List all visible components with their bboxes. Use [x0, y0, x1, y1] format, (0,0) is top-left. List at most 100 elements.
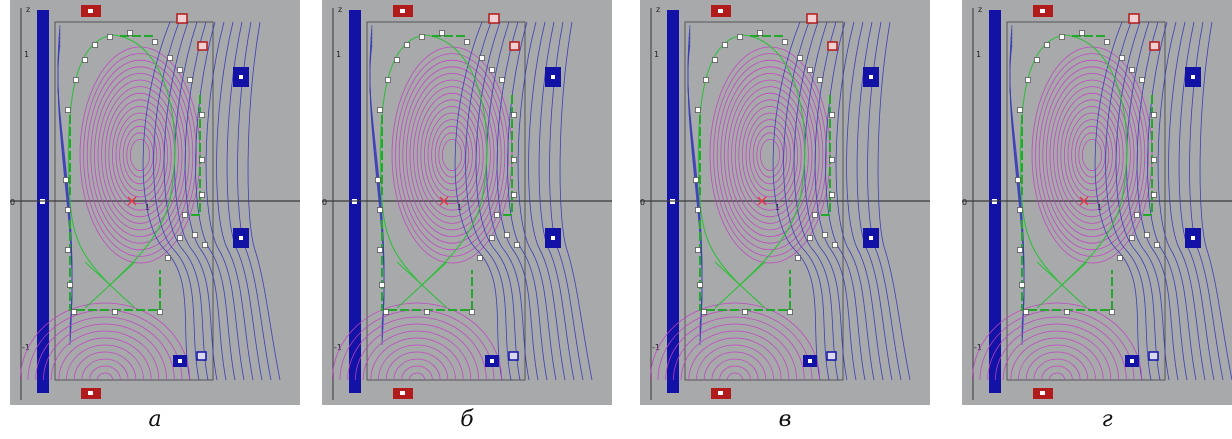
probe-marker: [511, 192, 517, 198]
panel-v: z 0 1 1 -1: [640, 0, 930, 405]
probe-marker: [1044, 42, 1050, 48]
probe-marker: [65, 107, 71, 113]
flux-surface: [402, 66, 502, 244]
coil-marker: [490, 359, 494, 363]
field-line: [205, 21, 245, 381]
r-one-label: 1: [145, 203, 150, 212]
separatrix-leg: [714, 261, 766, 309]
flux-surface: [760, 138, 781, 171]
flux-surface: [1046, 73, 1138, 237]
plot-background: [10, 0, 300, 405]
lower-flux-surface: [987, 316, 1127, 381]
field-line: [846, 21, 884, 381]
coil-marker: [400, 391, 405, 395]
field-line: [559, 21, 593, 381]
probe-marker: [1109, 309, 1115, 315]
flux-surface: [126, 132, 154, 178]
flux-surface: [1071, 119, 1113, 191]
probe-marker: [1019, 282, 1025, 288]
panel-caption: б: [460, 407, 474, 432]
probe-marker: [439, 30, 445, 36]
lower-flux-surface: [719, 365, 751, 381]
probe-marker: [1154, 242, 1160, 248]
panel-b: z 0 1 1 -1: [322, 0, 612, 405]
lower-flux-surface: [355, 323, 479, 381]
probe-marker: [112, 309, 118, 315]
lower-flux-surface: [703, 351, 767, 381]
coil-marker: [551, 75, 555, 79]
separatrix-leg: [84, 261, 136, 309]
lower-flux-surface: [1033, 358, 1081, 381]
blue-coil: [826, 351, 837, 361]
probe-marker: [385, 77, 391, 83]
lower-flux-surface: [995, 323, 1119, 381]
limiter-contour: [381, 35, 513, 311]
lower-flux-surface: [35, 316, 175, 381]
probe-marker: [157, 309, 163, 315]
probe-marker: [199, 112, 205, 118]
flux-surface: [413, 86, 491, 224]
lower-flux-surface: [688, 337, 782, 381]
lower-flux-surface: [1002, 330, 1112, 381]
flux-surface: [431, 119, 473, 191]
z-plus-label: 1: [24, 50, 29, 59]
lower-flux-surface: [66, 344, 144, 381]
coil-marker: [1191, 75, 1195, 79]
blue-coil: [196, 351, 207, 361]
red-coil: [197, 41, 208, 51]
z-axis-label: z: [978, 5, 982, 14]
probe-marker: [695, 207, 701, 213]
field-line: [772, 21, 821, 381]
field-line: [783, 21, 830, 381]
lower-flux-surface: [393, 358, 441, 381]
flux-surface: [97, 79, 183, 231]
field-line: [528, 21, 566, 381]
lower-flux-surface: [50, 330, 160, 381]
probe-marker: [177, 67, 183, 73]
field-line: [496, 21, 539, 381]
field-line: [517, 21, 557, 381]
probe-marker: [165, 255, 171, 261]
probe-marker: [65, 207, 71, 213]
probe-marker: [782, 39, 788, 45]
plot-background: [640, 0, 930, 405]
probe-marker: [795, 255, 801, 261]
probe-marker: [167, 55, 173, 61]
flux-surface: [713, 53, 827, 257]
coil-marker: [869, 75, 873, 79]
panel-g: z 0 1 1 -1: [962, 0, 1232, 405]
coil-marker: [551, 236, 555, 240]
flux-surface: [108, 99, 172, 211]
equilibrium-plot: z 0 1 1 -1: [322, 0, 612, 405]
probe-marker: [693, 177, 699, 183]
probe-marker: [383, 309, 389, 315]
coil-marker: [869, 236, 873, 240]
separatrix-leg: [396, 261, 448, 309]
flux-surface: [1035, 53, 1149, 257]
probe-marker: [1119, 55, 1125, 61]
field-line: [793, 21, 839, 381]
field-line: [877, 21, 911, 381]
field-line: [814, 21, 857, 381]
probe-marker: [499, 77, 505, 83]
field-line: [174, 21, 218, 381]
coil-marker: [1040, 391, 1045, 395]
field-line: [1105, 21, 1152, 381]
field-line: [1157, 21, 1197, 381]
probe-marker: [1144, 232, 1150, 238]
coil-marker: [1130, 359, 1134, 363]
probe-marker: [187, 77, 193, 83]
lower-flux-surface: [971, 302, 1143, 381]
probe-marker: [807, 67, 813, 73]
flux-surface: [1074, 125, 1110, 185]
flux-surface: [738, 99, 802, 211]
probe-marker: [377, 207, 383, 213]
red-coil: [509, 41, 520, 51]
field-line: [454, 21, 503, 381]
probe-marker: [1134, 212, 1140, 218]
limiter-contour: [699, 35, 831, 311]
probe-marker: [1034, 57, 1040, 63]
flux-surface: [438, 132, 466, 178]
magnetic-axis-cross: [1079, 196, 1089, 206]
field-line: [1168, 21, 1206, 381]
